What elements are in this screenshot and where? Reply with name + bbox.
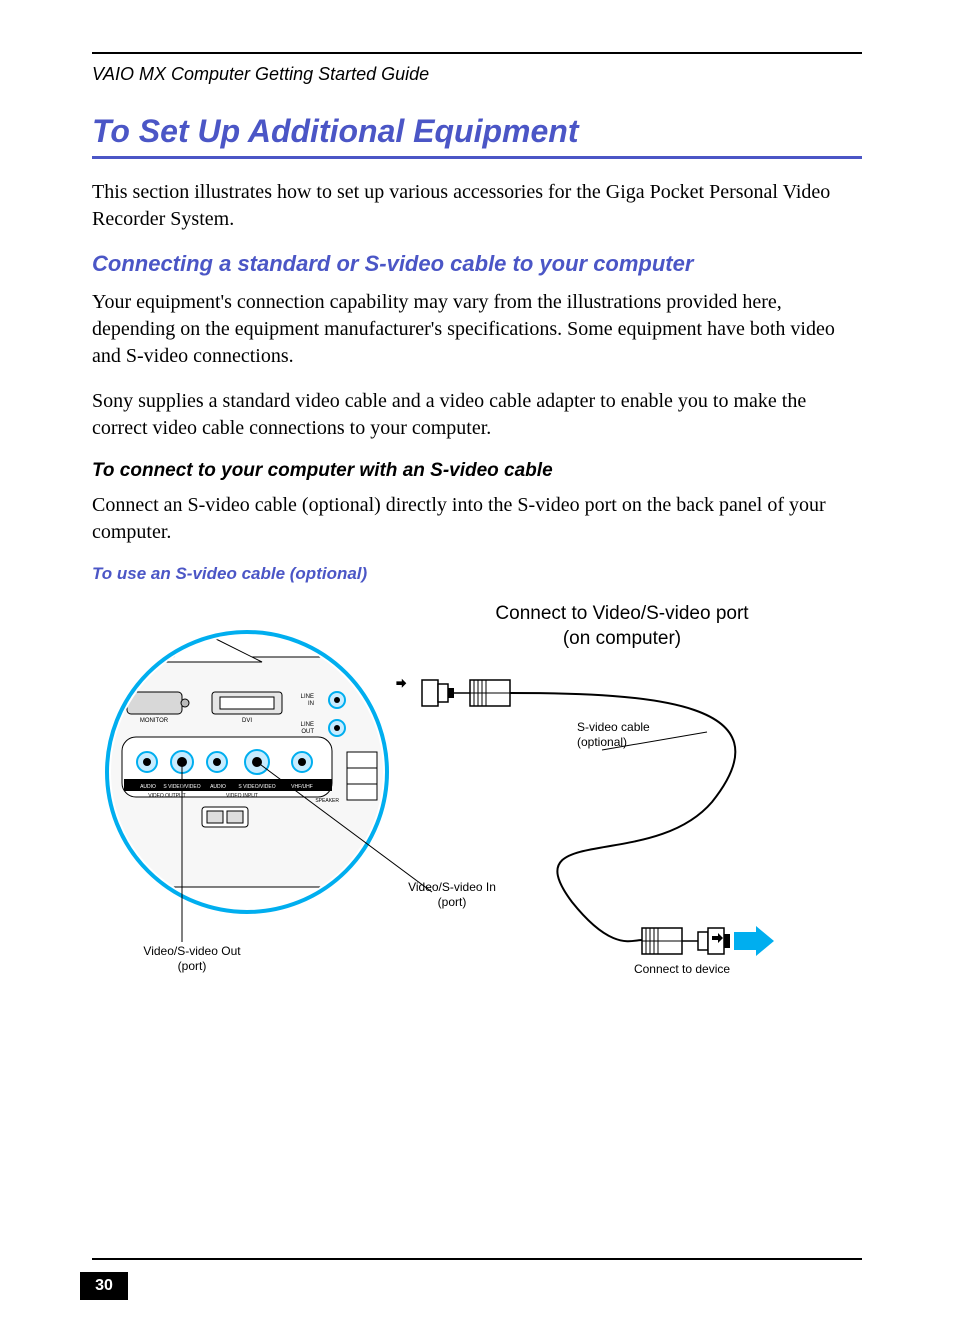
label-svideo-out: Video/S-video Out (port) <box>112 944 272 974</box>
svg-text:SPEAKER: SPEAKER <box>315 798 339 804</box>
svg-text:MONITOR: MONITOR <box>140 718 169 724</box>
heading-3: To connect to your computer with an S-vi… <box>92 460 862 482</box>
paragraph-2: Your equipment's connection capability m… <box>92 289 862 370</box>
svg-text:VIDEO OUTPUT: VIDEO OUTPUT <box>148 793 186 799</box>
svg-text:LINE: LINE <box>301 722 314 728</box>
svg-text:VHF/UHF: VHF/UHF <box>291 784 313 790</box>
paragraph-intro: This section illustrates how to set up v… <box>92 179 862 233</box>
label-svideo-cable: S-video cable (optional) <box>577 720 717 750</box>
label-connect-top: Connect to Video/S-video port (on comput… <box>452 602 792 651</box>
label-svideo-out-1: Video/S-video Out <box>143 944 240 958</box>
running-head: VAIO MX Computer Getting Started Guide <box>92 64 862 85</box>
svg-text:IN: IN <box>308 701 314 707</box>
panel-detail: MONITOR DVI LINE IN LINE OUT <box>102 632 402 912</box>
svg-text:OUT: OUT <box>301 729 314 735</box>
label-svideo-cable-2: (optional) <box>577 735 627 749</box>
svg-text:AUDIO: AUDIO <box>140 784 156 790</box>
heading-4: To use an S-video cable (optional) <box>92 564 862 584</box>
diagram-svg: MONITOR DVI LINE IN LINE OUT <box>92 602 862 1002</box>
heading-1-rule <box>92 156 862 159</box>
heading-2: Connecting a standard or S-video cable t… <box>92 251 862 277</box>
paragraph-3: Sony supplies a standard video cable and… <box>92 388 862 442</box>
label-svideo-in-2: (port) <box>438 895 467 909</box>
label-connect-top-line1: Connect to Video/S-video port <box>495 603 748 624</box>
top-rule <box>92 52 862 54</box>
label-svideo-in: Video/S-video In (port) <box>382 880 522 910</box>
label-svideo-cable-1: S-video cable <box>577 720 650 734</box>
svg-text:VIDEO INPUT: VIDEO INPUT <box>226 793 258 799</box>
svg-text:AUDIO: AUDIO <box>210 784 226 790</box>
svg-text:DVI: DVI <box>242 718 252 724</box>
label-connect-device: Connect to device <box>602 962 762 977</box>
paragraph-4: Connect an S-video cable (optional) dire… <box>92 492 862 546</box>
svg-text:LINE: LINE <box>301 694 314 700</box>
bottom-rule <box>92 1258 862 1260</box>
diagram: Connect to Video/S-video port (on comput… <box>92 602 862 1002</box>
label-svideo-out-2: (port) <box>178 959 207 973</box>
svg-text:S VIDEO/VIDEO: S VIDEO/VIDEO <box>238 784 275 790</box>
label-connect-top-line2: (on computer) <box>563 628 681 649</box>
page: VAIO MX Computer Getting Started Guide T… <box>0 0 954 1340</box>
page-number: 30 <box>80 1272 128 1300</box>
label-svideo-in-1: Video/S-video In <box>408 880 496 894</box>
heading-1: To Set Up Additional Equipment <box>92 113 862 150</box>
